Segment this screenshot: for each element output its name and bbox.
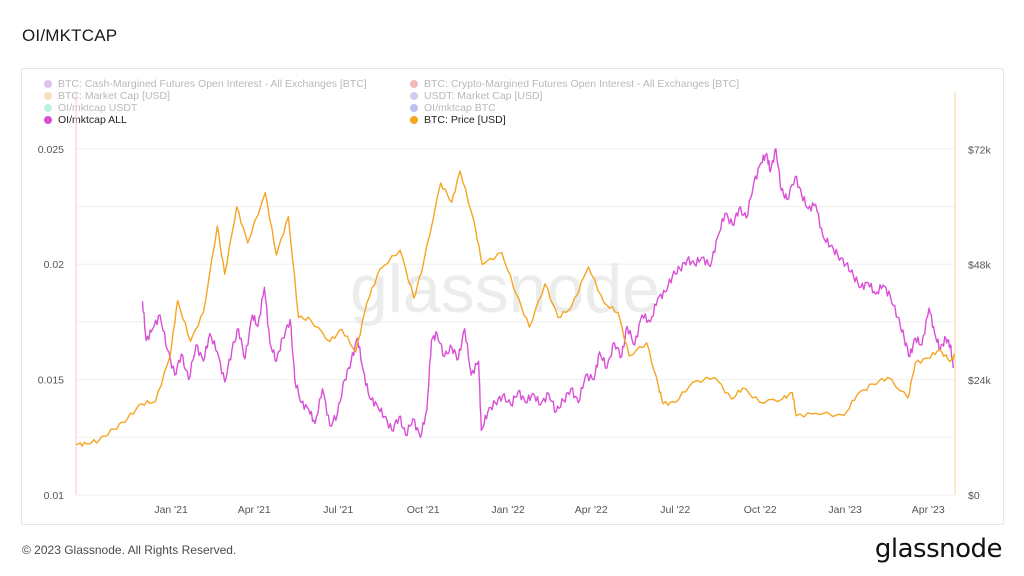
legend-label: OI/mktcap BTC bbox=[424, 102, 496, 114]
legend-label: BTC: Crypto-Margined Futures Open Intere… bbox=[424, 78, 740, 90]
legend-item-oi-mktcap-btc[interactable]: OI/mktcap BTC bbox=[410, 102, 496, 114]
legend-item-oi-mktcap-all[interactable]: OI/mktcap ALL bbox=[44, 114, 127, 126]
legend-dot-icon bbox=[44, 116, 52, 124]
copyright-text: © 2023 Glassnode. All Rights Reserved. bbox=[22, 543, 237, 557]
glassnode-logo[interactable]: glassnode bbox=[874, 534, 1003, 564]
legend-dot-icon bbox=[44, 92, 52, 100]
legend-label: BTC: Market Cap [USD] bbox=[58, 90, 171, 102]
legend-item-oi-mktcap-usdt[interactable]: OI/mktcap USDT bbox=[44, 102, 137, 114]
legend-item-btc-price[interactable]: BTC: Price [USD] bbox=[410, 114, 506, 126]
chart-card bbox=[21, 68, 1004, 525]
legend-dot-icon bbox=[44, 104, 52, 112]
legend-dot-icon bbox=[410, 116, 418, 124]
legend-label: BTC: Cash-Margined Futures Open Interest… bbox=[58, 78, 367, 90]
legend-label: OI/mktcap ALL bbox=[58, 114, 127, 126]
legend-label: USDT: Market Cap [USD] bbox=[424, 90, 543, 102]
legend-item-crypto-margined-oi[interactable]: BTC: Crypto-Margined Futures Open Intere… bbox=[410, 78, 739, 90]
legend-item-cash-margined-oi[interactable]: BTC: Cash-Margined Futures Open Interest… bbox=[44, 78, 367, 90]
legend-item-usdt-market-cap[interactable]: USDT: Market Cap [USD] bbox=[410, 90, 542, 102]
legend-dot-icon bbox=[410, 80, 418, 88]
legend-item-btc-market-cap[interactable]: BTC: Market Cap [USD] bbox=[44, 90, 170, 102]
legend-label: BTC: Price [USD] bbox=[424, 114, 506, 126]
legend-label: OI/mktcap USDT bbox=[58, 102, 138, 114]
legend-dot-icon bbox=[410, 92, 418, 100]
legend-dot-icon bbox=[410, 104, 418, 112]
chart-title: OI/MKTCAP bbox=[22, 26, 118, 45]
legend-dot-icon bbox=[44, 80, 52, 88]
